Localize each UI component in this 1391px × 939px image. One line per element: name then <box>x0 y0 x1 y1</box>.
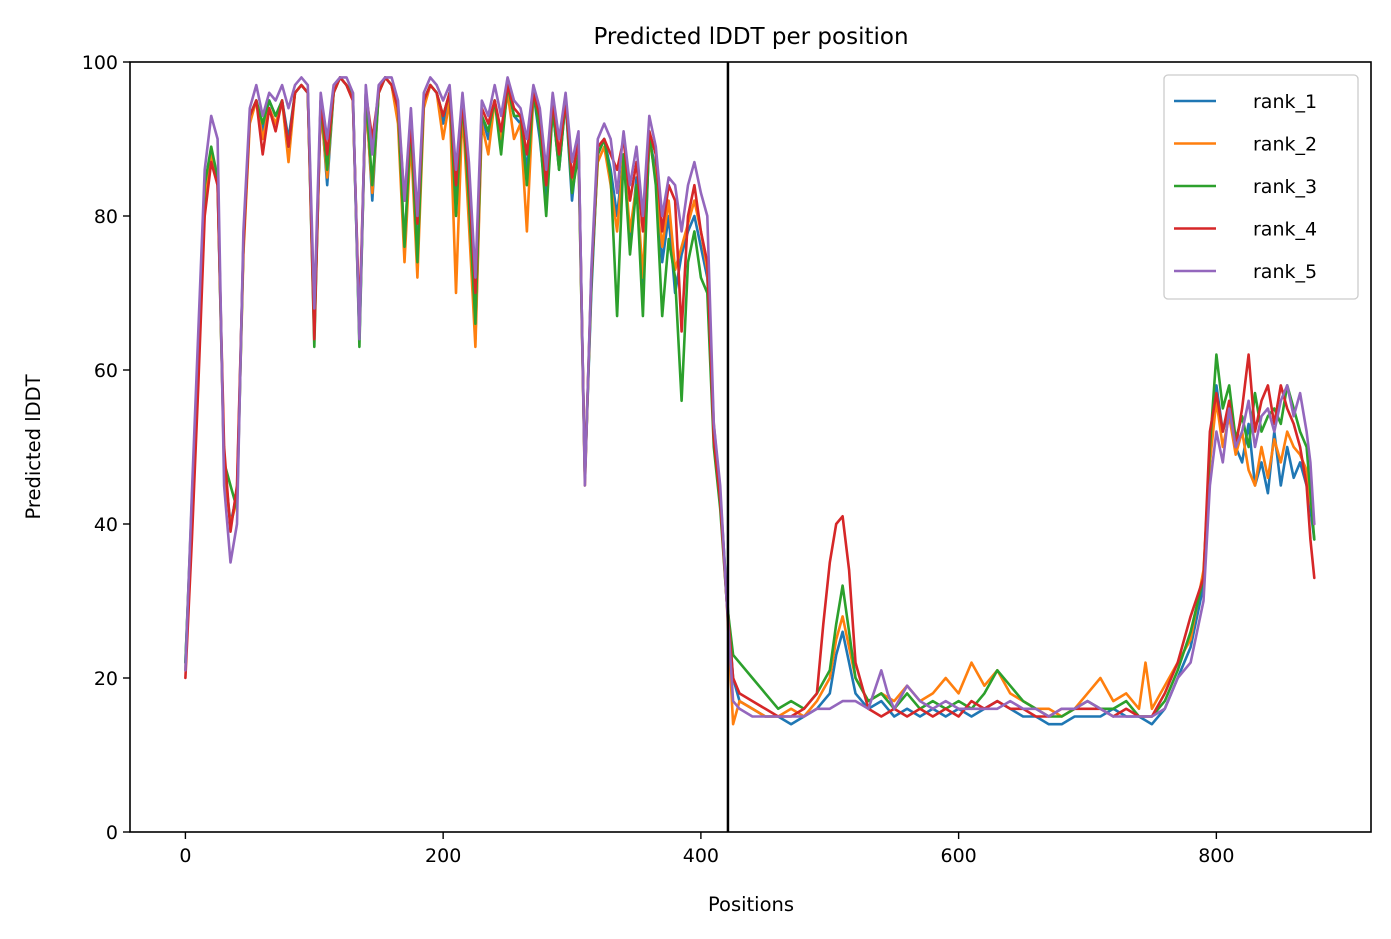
y-tick-label: 60 <box>94 360 118 382</box>
x-tick-label: 400 <box>683 845 719 867</box>
y-tick-label: 0 <box>106 822 118 844</box>
legend-box <box>1163 74 1359 300</box>
y-tick-label: 100 <box>82 52 118 74</box>
legend-label-rank_4: rank_4 <box>1253 219 1317 241</box>
legend-label-rank_1: rank_1 <box>1253 91 1317 113</box>
series-layer <box>184 76 1316 726</box>
y-tick-label: 40 <box>94 514 118 536</box>
legend-label-rank_2: rank_2 <box>1253 134 1317 156</box>
x-tick-label: 600 <box>940 845 976 867</box>
x-tick-label: 0 <box>179 845 191 867</box>
y-tick-label: 20 <box>94 668 118 690</box>
x-axis: 0 200 400 600 800 <box>179 832 1234 867</box>
x-axis-label: Positions <box>708 893 794 916</box>
series-line-rank_5 <box>184 76 1316 718</box>
legend-label-rank_5: rank_5 <box>1253 261 1317 283</box>
legend-label-rank_3: rank_3 <box>1253 176 1317 198</box>
x-tick-label: 800 <box>1198 845 1234 867</box>
x-tick-label: 200 <box>425 845 461 867</box>
chart-title: Predicted lDDT per position <box>593 24 908 50</box>
plot-frame <box>129 61 1372 833</box>
y-axis: 0 20 40 60 80 100 <box>82 52 130 844</box>
legend: rank_1 rank_2 rank_3 rank_4 rank_5 <box>1163 74 1359 300</box>
y-tick-label: 80 <box>94 206 118 228</box>
y-axis-label: Predicted lDDT <box>22 374 45 519</box>
